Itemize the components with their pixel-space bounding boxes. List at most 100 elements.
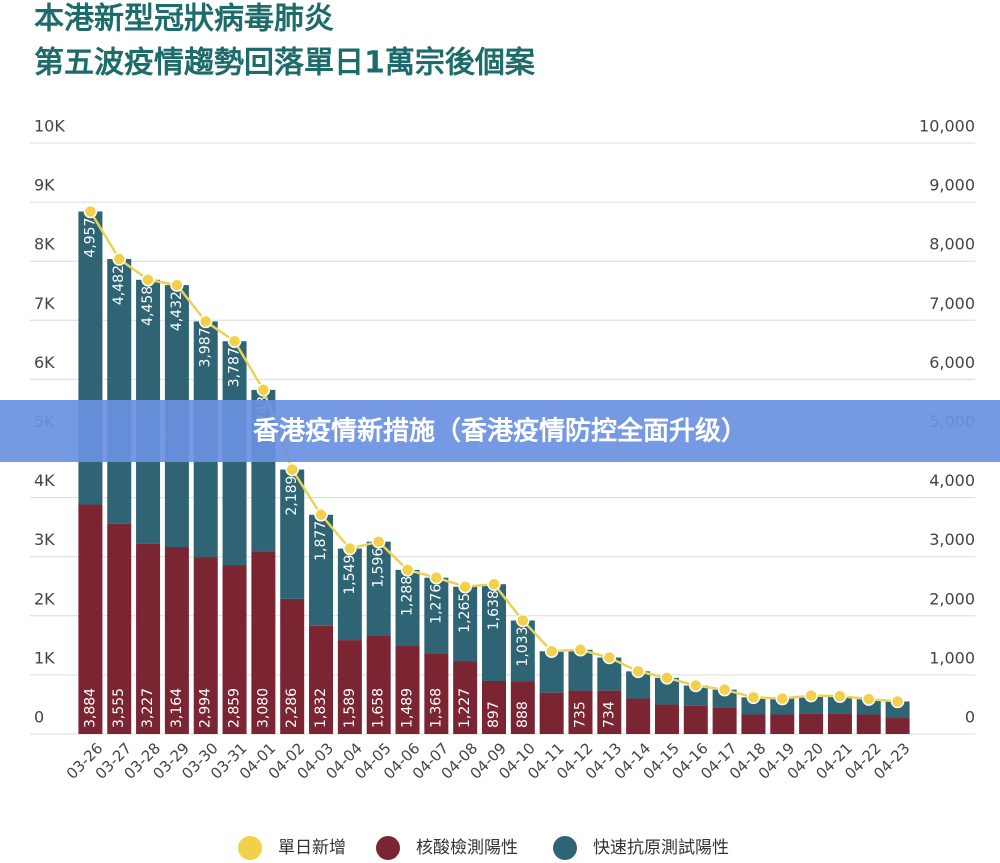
line-point [804, 688, 818, 703]
bar-segment [309, 514, 334, 626]
y-tick-label: 3K [34, 530, 55, 549]
line-point [487, 577, 501, 591]
y2-tick-label: 2,000 [929, 589, 975, 608]
bar-segment [770, 697, 795, 715]
chart-title: 第五波疫情趨勢回落單日1萬宗後個案 [34, 46, 536, 81]
bar-segment [107, 259, 132, 524]
value-label: 3,884 [82, 688, 98, 728]
bar-segment [885, 701, 910, 719]
value-label: 1,276 [428, 584, 444, 624]
y-tick-label: 1K [34, 648, 55, 667]
bar-segment [712, 707, 737, 734]
line-point [660, 671, 674, 685]
y-tick-label: 6K [34, 353, 55, 372]
line-point [371, 534, 386, 549]
line-point [400, 563, 415, 577]
value-label: 1,227 [457, 688, 473, 728]
y2-tick-label: 10,000 [919, 117, 975, 136]
line-point [746, 690, 761, 705]
value-label: 1,549 [342, 555, 358, 595]
line-point [862, 692, 876, 706]
value-label: 2,859 [227, 688, 243, 728]
bar-segment [424, 653, 449, 734]
y-tick-label: 9K [34, 176, 55, 195]
bar-segment [136, 543, 161, 734]
bar-segment [683, 705, 708, 734]
bar-segment [337, 640, 362, 734]
value-label: 3,555 [111, 688, 127, 728]
value-label: 734 [601, 701, 617, 728]
bar-segment [827, 713, 852, 734]
value-label: 2,286 [284, 688, 300, 728]
value-label: 1,877 [313, 521, 329, 561]
bar-segment [799, 713, 824, 734]
value-label: 3,164 [169, 688, 185, 728]
bar-segment [453, 661, 478, 734]
y2-tick-label: 9,000 [929, 176, 975, 195]
bar-segment [885, 718, 910, 734]
line-point [227, 334, 242, 348]
bar-segment [424, 577, 449, 654]
value-label: 1,368 [428, 688, 444, 728]
bar-segment [597, 690, 622, 734]
bar-segment [164, 547, 189, 734]
line-point [544, 644, 559, 659]
bar-segment [395, 569, 420, 647]
legend-label: 快速抗原測試陽性 [593, 838, 729, 858]
bar-segment [251, 551, 276, 734]
line-point [285, 462, 299, 477]
value-label: 3,987 [198, 327, 214, 367]
bar-segment [799, 695, 824, 714]
y-tick-label: 4K [34, 471, 55, 490]
value-label: 4,432 [169, 291, 185, 331]
value-label: 1,638 [486, 590, 502, 630]
line-point [890, 694, 905, 709]
y2-tick-label: 3,000 [929, 530, 975, 549]
y-tick-label: 2K [34, 589, 55, 608]
line-point [689, 678, 703, 693]
line-point [833, 689, 847, 703]
bar-segment [770, 714, 795, 734]
line-point [458, 579, 472, 594]
bar-segment [510, 681, 535, 734]
value-label: 1,489 [400, 688, 416, 728]
line-point [516, 613, 530, 628]
line-point [343, 541, 357, 556]
value-label: 3,227 [140, 688, 156, 728]
bar-segment [626, 698, 651, 734]
value-label: 2,994 [198, 688, 214, 728]
bar-segment [856, 714, 881, 734]
legend-label: 核酸檢測陽性 [416, 838, 518, 858]
bar-segment [654, 704, 679, 734]
value-label: 888 [515, 701, 531, 728]
value-label: 3,787 [227, 347, 243, 387]
bar-segment [482, 584, 506, 681]
y-tick-label: 7K [34, 294, 55, 313]
bar-segment [741, 714, 766, 734]
bar-segment [683, 685, 708, 706]
line-point [717, 682, 732, 697]
bar-segment [366, 636, 391, 734]
y2-tick-label: 0 [965, 708, 975, 727]
y-tick-label: 8K [34, 235, 55, 254]
legend-swatch [553, 836, 577, 860]
bar-segment [453, 586, 478, 662]
bar-segment [539, 692, 564, 734]
value-label: 4,458 [140, 286, 156, 326]
line-point [256, 383, 271, 397]
bar-segment [337, 548, 362, 641]
line-point [775, 691, 790, 706]
bar-segment [366, 541, 391, 637]
bar-segment [741, 697, 766, 715]
bar-segment [280, 469, 305, 599]
line-point [141, 273, 155, 287]
value-label: 897 [486, 701, 502, 728]
bar-segment [280, 598, 305, 734]
banner [0, 400, 1000, 462]
bar-segment [395, 646, 420, 734]
bar-segment [482, 680, 506, 734]
value-label: 1,288 [400, 576, 416, 616]
legend-swatch [238, 836, 262, 860]
value-label: 2,189 [284, 476, 300, 516]
